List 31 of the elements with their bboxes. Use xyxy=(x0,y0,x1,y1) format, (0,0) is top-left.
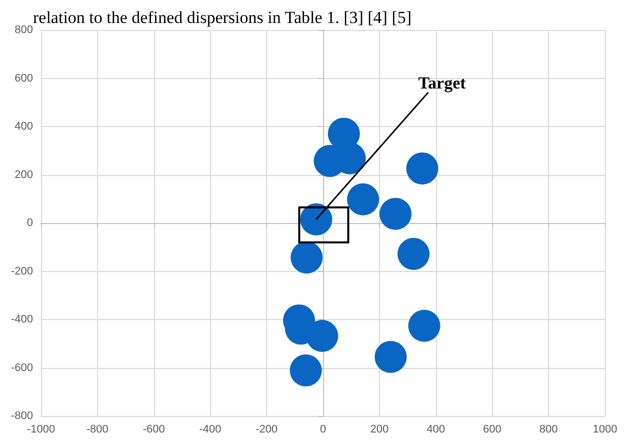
y-tick-label: -400 xyxy=(10,314,34,326)
x-tick-label: 400 xyxy=(426,424,445,436)
x-tick-label: -200 xyxy=(256,424,278,436)
point xyxy=(374,340,407,373)
x-tick-label: 600 xyxy=(483,424,502,436)
point xyxy=(398,238,430,270)
annotation: Target xyxy=(418,73,466,92)
x-tick-label: 0 xyxy=(320,424,326,436)
point xyxy=(347,183,380,216)
y-tick-label: 0 xyxy=(26,217,34,229)
point xyxy=(408,310,440,342)
point xyxy=(380,198,412,230)
y-tick-label: -600 xyxy=(10,362,34,374)
x-tick-label: -800 xyxy=(86,424,108,436)
x-tick-label: 200 xyxy=(370,424,389,436)
point xyxy=(290,354,322,386)
x-tick-label: -600 xyxy=(142,424,165,436)
y-tick-label: 400 xyxy=(14,120,34,132)
point xyxy=(306,320,338,352)
y-tick-label: 200 xyxy=(14,168,34,181)
x-tick-label: 1000 xyxy=(592,424,618,436)
y-tick-label: -800 xyxy=(10,410,34,422)
point xyxy=(406,152,438,184)
x-tick-label: 800 xyxy=(539,424,558,436)
y-tick-label: -200 xyxy=(10,265,34,278)
x-tick-label: -1000 xyxy=(26,424,56,436)
x-tick-label: -400 xyxy=(199,424,222,436)
text: relation to the defined dispersions in Table 1. [3] [4] [5] xyxy=(33,8,412,27)
y-tick-label: 800 xyxy=(14,24,34,36)
y-tick-label: 600 xyxy=(14,72,34,84)
point xyxy=(290,242,323,274)
